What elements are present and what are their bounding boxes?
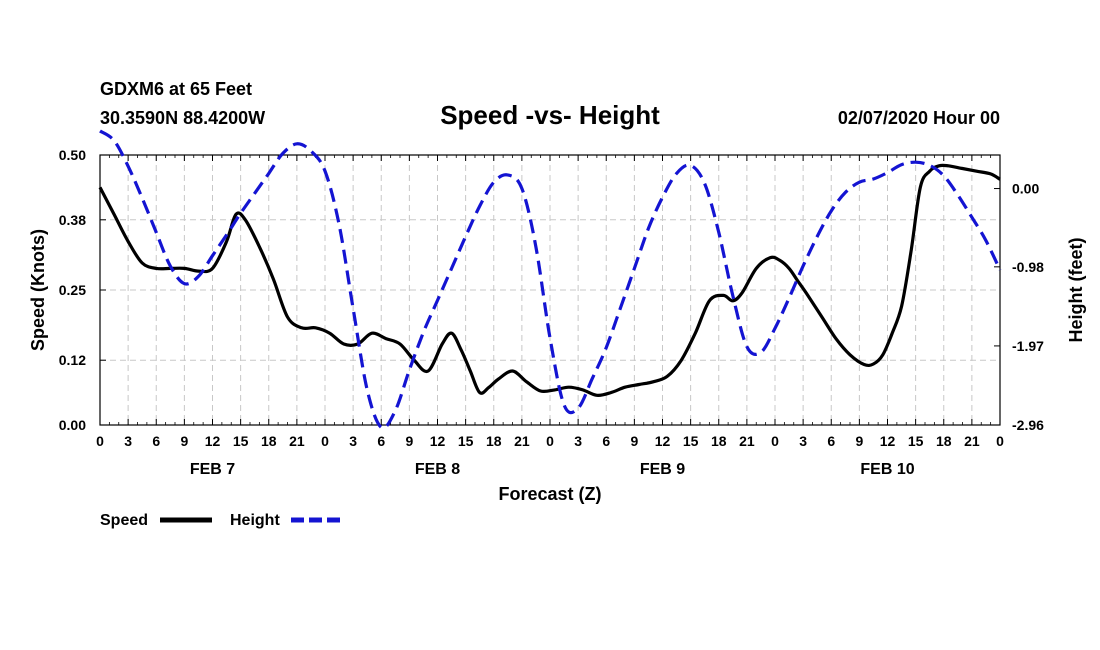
x-tick-label: 3 — [574, 433, 582, 449]
y-tick-label: 0.25 — [59, 282, 86, 298]
x-tick-label: 21 — [739, 433, 755, 449]
run-label: 02/07/2020 Hour 00 — [838, 108, 1000, 128]
series-group — [98, 129, 1002, 430]
x-axis: 0 3 6 9 12 15 18 21 0 3 6 9 12 15 18 21 0 3 6 9 12 15 18 21 0 3 6 9… — [96, 155, 1004, 478]
y2-tick-label: -0.98 — [1012, 259, 1044, 275]
x-tick-label: 6 — [827, 433, 835, 449]
x-tick-label: 0 — [321, 433, 329, 449]
y-axis-left: 0.00 0.12 0.25 0.38 0.50 — [59, 147, 106, 433]
y-axis-left-title: Speed (Knots) — [28, 229, 48, 351]
x-tick-label: 12 — [880, 433, 896, 449]
x-tick-label: 3 — [124, 433, 132, 449]
x-tick-label: 21 — [964, 433, 980, 449]
x-tick-label: 15 — [458, 433, 474, 449]
x-tick-label: 21 — [514, 433, 530, 449]
x-tick-label: 6 — [377, 433, 385, 449]
x-tick-label: 12 — [430, 433, 446, 449]
day-label: FEB 10 — [860, 461, 914, 478]
x-tick-label: 0 — [546, 433, 554, 449]
y2-tick-label: 0.00 — [1012, 181, 1039, 197]
y2-tick-label: -2.96 — [1012, 417, 1044, 433]
x-axis-title: Forecast (Z) — [498, 484, 601, 504]
y-axis-right: 0.00 -0.98 -1.97 -2.96 — [994, 181, 1044, 433]
x-tick-label: 15 — [908, 433, 924, 449]
x-tick-label: 12 — [205, 433, 221, 449]
station-label: GDXM6 at 65 Feet — [100, 79, 252, 99]
height-line — [99, 129, 1002, 430]
y-tick-label: 0.00 — [59, 417, 86, 433]
x-tick-label: 3 — [349, 433, 357, 449]
x-tick-label: 6 — [152, 433, 160, 449]
legend-speed-label: Speed — [100, 512, 148, 529]
x-tick-label: 12 — [655, 433, 671, 449]
x-tick-label: 0 — [96, 433, 104, 449]
x-tick-label: 15 — [683, 433, 699, 449]
location-label: 30.3590N 88.4200W — [100, 108, 265, 128]
y2-tick-label: -1.97 — [1012, 338, 1044, 354]
x-tick-label: 3 — [799, 433, 807, 449]
x-tick-label: 18 — [486, 433, 502, 449]
x-tick-label: 0 — [996, 433, 1004, 449]
speed-line — [98, 163, 1001, 397]
x-tick-label: 9 — [180, 433, 188, 449]
legend-height-label: Height — [230, 512, 280, 529]
x-tick-label: 9 — [405, 433, 413, 449]
y-tick-label: 0.12 — [59, 352, 86, 368]
x-tick-label: 21 — [289, 433, 305, 449]
x-tick-label: 6 — [602, 433, 610, 449]
x-tick-label: 18 — [936, 433, 952, 449]
y-tick-label: 0.38 — [59, 212, 86, 228]
x-tick-label: 9 — [855, 433, 863, 449]
day-label: FEB 9 — [640, 461, 685, 478]
x-tick-label: 9 — [630, 433, 638, 449]
x-tick-label: 18 — [711, 433, 727, 449]
x-tick-label: 0 — [771, 433, 779, 449]
y-tick-label: 0.50 — [59, 147, 86, 163]
x-tick-label: 18 — [261, 433, 277, 449]
x-tick-label: 15 — [233, 433, 249, 449]
y-axis-right-title: Height (feet) — [1066, 238, 1086, 343]
day-label: FEB 7 — [190, 461, 235, 478]
chart-title: Speed -vs- Height — [440, 100, 660, 130]
day-label: FEB 8 — [415, 461, 460, 478]
legend: Speed Height — [100, 512, 343, 529]
